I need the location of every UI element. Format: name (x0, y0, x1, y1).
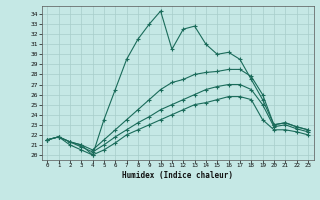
X-axis label: Humidex (Indice chaleur): Humidex (Indice chaleur) (122, 171, 233, 180)
